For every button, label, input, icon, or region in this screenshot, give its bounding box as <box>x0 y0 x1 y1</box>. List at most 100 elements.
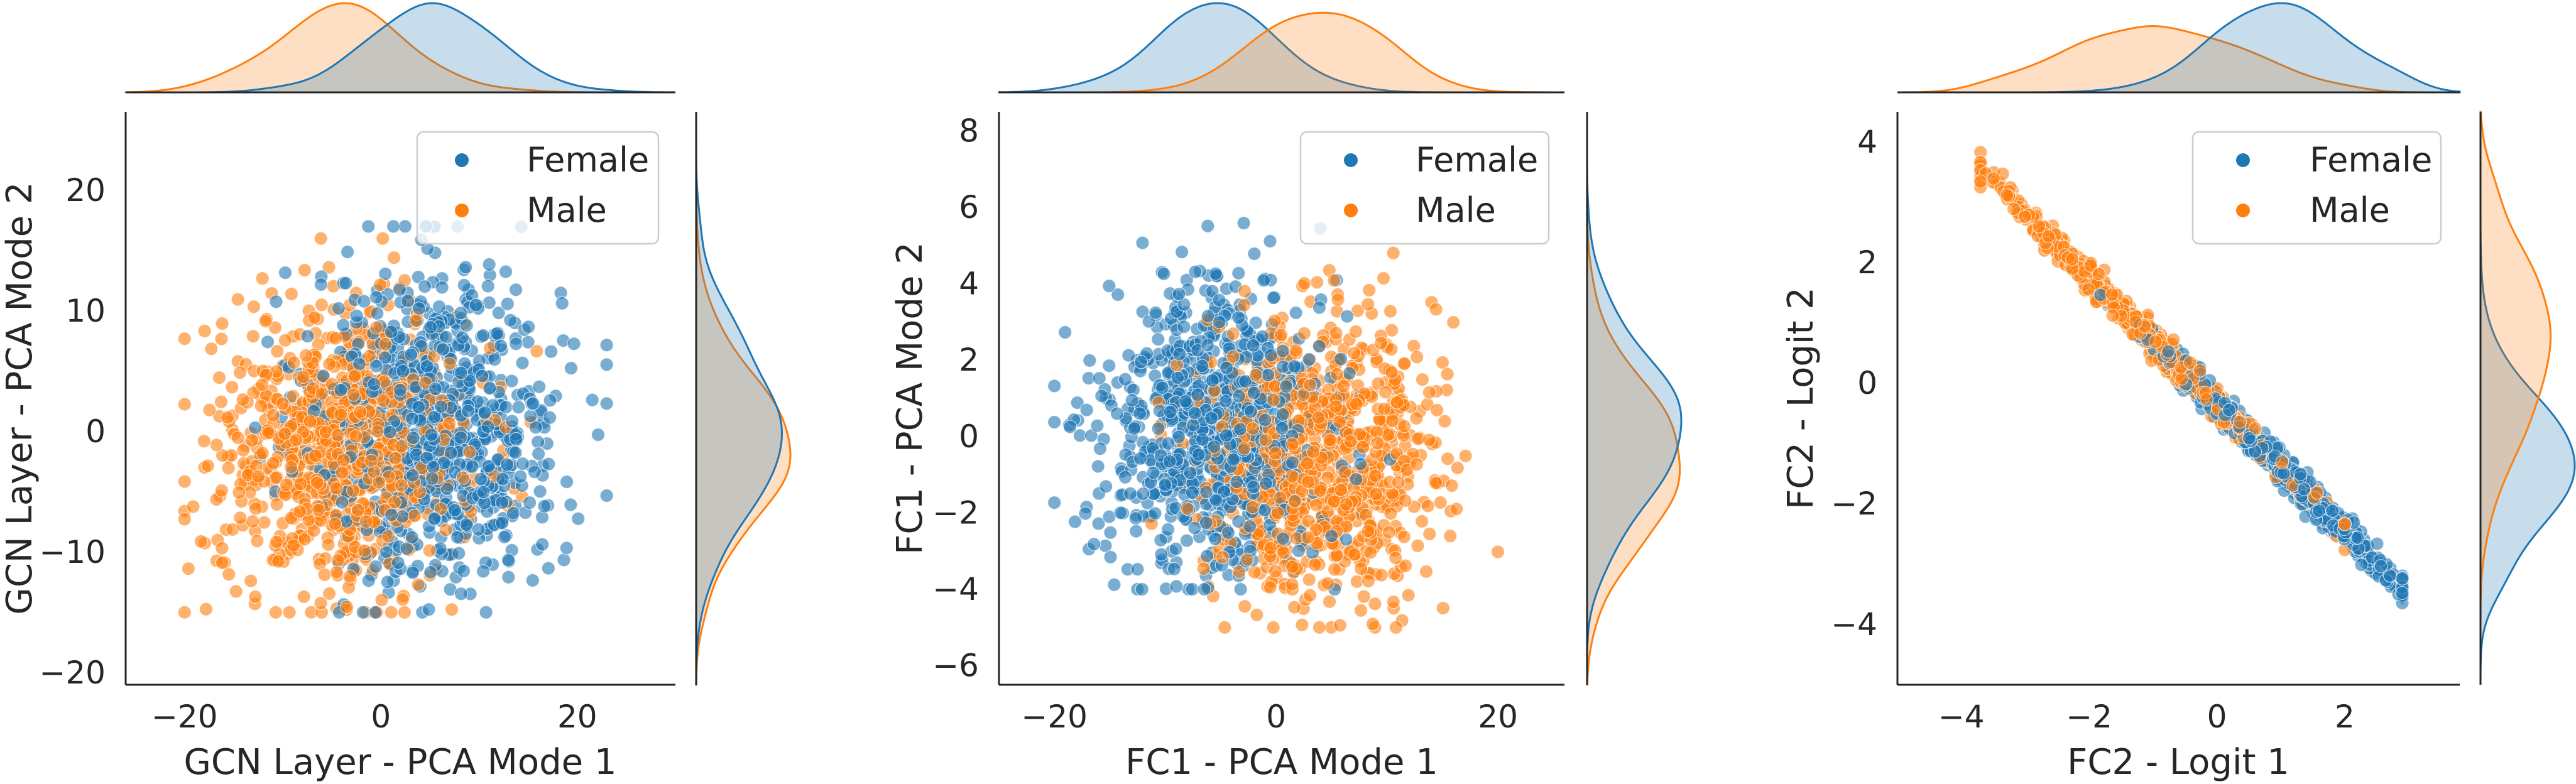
legend-marker-male <box>1344 204 1358 217</box>
scatter-point-male <box>1378 385 1393 400</box>
scatter-point-female <box>1107 577 1122 592</box>
scatter-point-female <box>1135 582 1149 597</box>
scatter-point-male <box>335 465 349 480</box>
scatter-point-male <box>315 386 329 401</box>
scatter-point-female <box>1158 478 1172 493</box>
scatter-point-female <box>1289 305 1303 320</box>
scatter-point-male <box>1385 413 1400 428</box>
scatter-point-female <box>489 326 504 341</box>
scatter-point-female <box>393 383 408 397</box>
scatter-point-male <box>1362 283 1377 297</box>
scatter-point-male <box>328 331 343 346</box>
scatter-point-male <box>1328 562 1342 577</box>
scatter-point-female <box>1353 457 1368 471</box>
scatter-point-female <box>454 430 468 445</box>
scatter-point-female <box>1169 542 1183 556</box>
scatter-point-female <box>494 496 510 510</box>
scatter-point-male <box>442 356 457 371</box>
scatter-point-male <box>1450 460 1465 475</box>
scatter-point-female <box>1118 470 1133 484</box>
scatter-point-female <box>1248 315 1263 330</box>
scatter-point-female <box>475 369 489 383</box>
scatter-point-female <box>1287 359 1302 374</box>
scatter-point-male <box>1397 419 1412 433</box>
scatter-point-male <box>1273 491 1287 505</box>
scatter-point-male <box>268 605 283 619</box>
scatter-point-female <box>1078 506 1093 521</box>
scatter-point-female <box>557 553 571 567</box>
scatter-point-female <box>476 564 491 579</box>
scatter-point-male <box>1443 529 1458 543</box>
scatter-point-female <box>1236 216 1251 231</box>
scatter-point-female <box>1261 368 1275 383</box>
scatter-point-male <box>407 508 422 523</box>
scatter-point-female <box>495 472 510 486</box>
scatter-point-female <box>1243 519 1257 534</box>
scatter-point-male <box>1297 326 1311 340</box>
scatter-point-male <box>1354 561 1368 576</box>
scatter-point-male <box>1327 273 1341 288</box>
scatter-point-male <box>1435 355 1449 370</box>
scatter-point-male <box>1436 601 1450 616</box>
scatter-point-male <box>330 553 345 568</box>
scatter-point-male <box>1348 324 1363 339</box>
scatter-point-male <box>1245 500 1260 514</box>
scatter-point-male <box>317 567 332 582</box>
scatter-point-male <box>1384 506 1398 521</box>
scatter-point-female <box>482 257 496 272</box>
scatter-point-male <box>439 523 453 537</box>
y-axis-label: GCN Layer - PCA Mode 2 <box>0 182 40 614</box>
scatter-point-female <box>1070 395 1084 410</box>
scatter-point-female <box>412 302 427 316</box>
scatter-point-female <box>1243 404 1258 419</box>
scatter-point-female <box>465 459 479 474</box>
scatter-point-male <box>1268 564 1283 579</box>
scatter-point-female <box>1219 361 1234 375</box>
scatter-point-female <box>1058 325 1072 340</box>
scatter-point-male <box>1338 465 1352 479</box>
scatter-point-female <box>522 495 537 510</box>
scatter-point-female <box>1195 359 1209 373</box>
marginal-right-fc1 <box>1586 112 1683 686</box>
scatter-point-female <box>543 344 559 359</box>
scatter-point-male <box>177 397 192 411</box>
scatter-point-female <box>508 283 523 297</box>
scatter-point-male <box>289 433 303 447</box>
y-tick-label: −2 <box>932 494 979 531</box>
scatter-point-female <box>1067 514 1083 529</box>
scatter-point-male <box>1301 530 1315 545</box>
scatter-point-female <box>420 359 434 374</box>
scatter-point-male <box>270 344 285 359</box>
scatter-point-female <box>1209 493 1223 508</box>
scatter-point-female <box>383 425 397 440</box>
scatter-point-male <box>1180 501 1194 516</box>
scatter-point-male <box>297 263 312 278</box>
x-ticks: −20 0 20 <box>1021 699 1517 735</box>
scatter-point-female <box>1133 355 1149 369</box>
scatter-point-female <box>316 369 330 383</box>
scatter-point-female <box>555 296 569 310</box>
scatter-point-female <box>1186 418 1201 432</box>
scatter-point-male <box>1409 411 1424 426</box>
legend-marker-male <box>455 204 469 217</box>
scatter-point-male <box>293 477 308 491</box>
scatter-point-female <box>1102 279 1116 293</box>
scatter-point-female <box>543 393 557 408</box>
scatter-point-female <box>1185 582 1199 597</box>
scatter-point-female <box>599 396 614 411</box>
scatter-point-female <box>427 410 442 425</box>
scatter-point-male <box>1386 594 1400 609</box>
scatter-point-male <box>1446 315 1461 330</box>
scatter-point-male <box>261 426 276 440</box>
scatter-points-fc1 <box>1047 216 1505 634</box>
scatter-point-female <box>525 573 540 588</box>
scatter-point-female <box>1172 287 1186 302</box>
scatter-point-female <box>1263 234 1277 248</box>
scatter-point-male <box>1415 373 1429 387</box>
scatter-point-male <box>177 605 192 619</box>
scatter-point-female <box>476 328 491 343</box>
scatter-point-female <box>260 335 275 349</box>
scatter-point-male <box>1398 493 1412 508</box>
scatter-point-male <box>1226 327 1240 341</box>
